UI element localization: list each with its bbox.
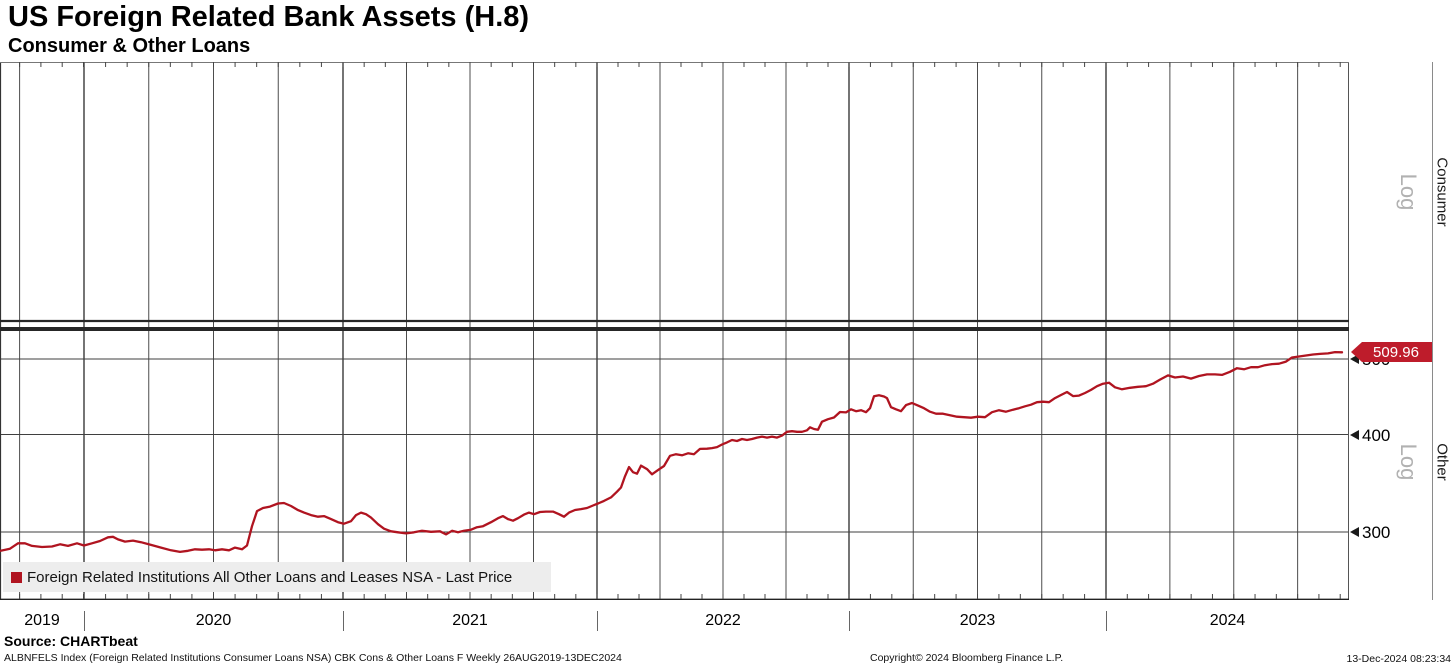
x-axis-year-tick <box>84 611 85 631</box>
price-line-series <box>0 350 1344 554</box>
x-axis-year-tick <box>343 611 344 631</box>
last-price-value: 509.96 <box>1373 343 1419 361</box>
x-axis-year-tick <box>597 611 598 631</box>
y-tick-label: 400 <box>1362 425 1391 445</box>
x-axis-year-tick <box>849 611 850 631</box>
y-tick-label: 300 <box>1362 523 1391 542</box>
legend: Foreign Related Institutions All Other L… <box>3 562 551 592</box>
legend-label: Foreign Related Institutions All Other L… <box>27 568 513 586</box>
top-panel-name: Consumer <box>1433 157 1451 227</box>
x-axis-year-label: 2020 <box>195 612 232 629</box>
y-tick-arrow-icon <box>1350 353 1359 364</box>
footer-copyright: Copyright© 2024 Bloomberg Finance L.P. <box>870 652 1064 664</box>
x-axis-year-label: 2021 <box>452 612 488 629</box>
x-axis-year-label: 2023 <box>959 612 996 629</box>
last-price-flag: 509.96 <box>1351 342 1433 362</box>
y-tick-arrow-icon <box>1350 429 1359 440</box>
x-axis-year-label: 2022 <box>705 612 741 629</box>
legend-swatch-icon <box>11 571 22 583</box>
bottom-log-scale-label: Log <box>1396 443 1421 481</box>
x-axis-year-label: 2019 <box>24 612 60 629</box>
x-axis-year-label: 2024 <box>1209 612 1246 629</box>
x-axis-year-tick <box>1106 611 1107 631</box>
y-tick-arrow-icon <box>1350 527 1359 537</box>
footer-security-info: ALBNFELS Index (Foreign Related Institut… <box>4 652 622 664</box>
source-note: Source: CHARTbeat <box>4 633 138 649</box>
axis-label-separator <box>1432 62 1433 600</box>
top-log-scale-label: Log <box>1396 173 1421 211</box>
page-title: US Foreign Related Bank Assets (H.8) <box>8 1 530 33</box>
chart-subtitle: Consumer & Other Loans <box>8 35 251 57</box>
plot-area <box>0 62 1349 600</box>
bottom-panel-name: Other <box>1433 443 1451 481</box>
footer-timestamp: 13-Dec-2024 08:23:34 <box>1346 653 1452 665</box>
